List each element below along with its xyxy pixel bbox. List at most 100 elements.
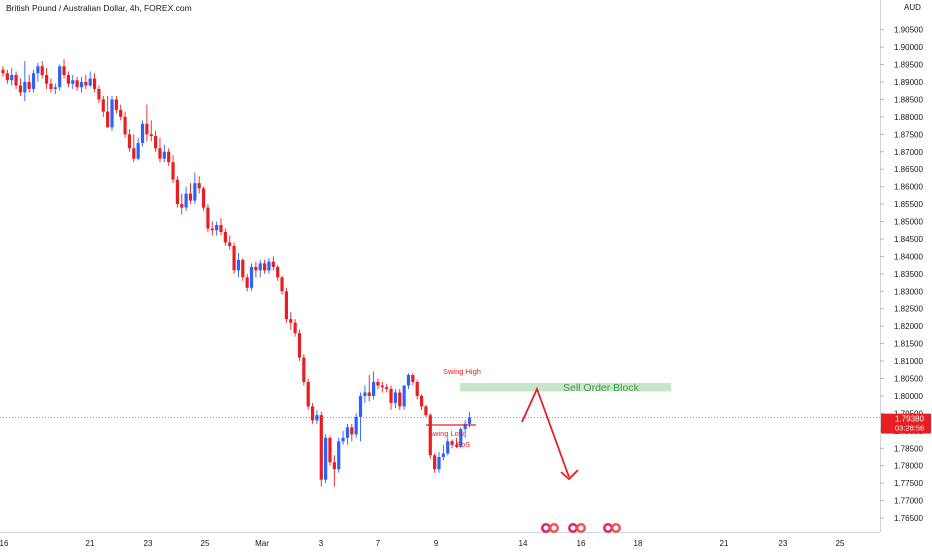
candle-down (289, 319, 293, 323)
candle-up (345, 427, 350, 438)
candle-up (337, 441, 341, 470)
flag-icon-inner (613, 525, 619, 531)
x-tick-label: 21 (720, 539, 729, 548)
y-tick-label: 1.84500 (894, 235, 923, 244)
candle-down (123, 116, 127, 135)
candle-down (127, 134, 132, 149)
candle-down (411, 375, 415, 382)
candle-down (5, 73, 9, 81)
candle-down (66, 75, 70, 84)
y-tick-label: 1.85000 (894, 218, 923, 227)
candle-down (332, 462, 336, 470)
candle-down (419, 395, 424, 407)
x-tick-label: 25 (836, 539, 845, 548)
candle-down (97, 88, 101, 100)
candle-up (36, 66, 40, 74)
candle-down (1, 69, 5, 74)
candle-up (236, 259, 241, 271)
x-tick-label: 23 (779, 539, 788, 548)
swing-low-label: Swing Low (428, 429, 465, 438)
candle-down (201, 188, 206, 208)
y-tick-label: 1.87000 (894, 148, 923, 157)
candle-down (263, 263, 267, 271)
flag-icon-inner (578, 525, 584, 531)
event-badge[interactable] (568, 523, 586, 533)
sell-order-block-label: Sell Order Block (563, 382, 640, 394)
time-axis[interactable]: 16 21 23 25 Mar 3 7 9 14 16 18 21 23 25 (0, 539, 845, 548)
flag-icon-inner (551, 525, 557, 531)
candle-up (258, 263, 262, 271)
price-badge-price: 1.79380 (895, 415, 924, 424)
flag-icon-inner (605, 525, 611, 531)
candle-down (119, 109, 123, 117)
candle-up (459, 429, 463, 447)
y-tick-label: 1.76500 (894, 514, 923, 523)
bos-label: BoS (456, 440, 470, 449)
candle-down (145, 123, 149, 135)
candle-down (228, 242, 232, 246)
candle-down (45, 75, 49, 84)
x-tick-label: 7 (376, 539, 381, 548)
candle-down (241, 259, 245, 278)
candle-down (171, 162, 175, 180)
candle-down (206, 207, 210, 229)
y-tick-label: 1.89000 (894, 78, 923, 87)
candle-down (223, 231, 227, 243)
candle-down (310, 406, 315, 421)
current-price-badge: 1.79380 03:28:56 (881, 413, 931, 434)
candle-down (167, 151, 171, 163)
candle-down (319, 415, 323, 480)
y-tick-label: 1.90500 (894, 26, 923, 35)
y-tick-label: 1.81500 (894, 340, 923, 349)
candle-up (53, 87, 57, 89)
y-tick-label: 1.78000 (894, 462, 923, 471)
candle-down (158, 148, 162, 159)
candle-down (276, 266, 280, 278)
event-badge[interactable] (603, 523, 621, 533)
candle-down (415, 381, 419, 396)
y-tick-label: 1.77000 (894, 497, 923, 506)
candle-up (315, 415, 319, 421)
candle-down (350, 427, 354, 435)
candle-up (79, 81, 84, 88)
candle-up (23, 81, 27, 93)
sell-order-block-zone[interactable] (460, 383, 671, 392)
price-axis[interactable]: 1.90500 1.90000 1.89500 1.89000 1.88500 1.880… (880, 26, 923, 523)
x-tick-label: Mar (255, 539, 269, 548)
y-tick-label: 1.82000 (894, 322, 923, 331)
y-tick-label: 1.85500 (894, 200, 923, 209)
candle-up (140, 123, 145, 144)
y-tick-label: 1.88000 (894, 113, 923, 122)
candle-up (184, 193, 188, 208)
candle-down (280, 277, 284, 292)
candle-down (75, 80, 79, 88)
candles-group (1, 59, 472, 487)
x-tick-label: 16 (577, 539, 586, 548)
candle-down (114, 99, 118, 110)
candle-down (92, 78, 97, 89)
candle-down (62, 66, 66, 76)
economic-events[interactable] (541, 523, 621, 533)
candle-down (219, 225, 223, 232)
candle-up (193, 183, 197, 201)
x-tick-label: 14 (519, 539, 528, 548)
event-badge[interactable] (541, 523, 559, 533)
y-tick-label: 1.82500 (894, 305, 923, 314)
candle-up (110, 99, 114, 128)
x-tick-label: 25 (201, 539, 210, 548)
y-tick-label: 1.80000 (894, 392, 923, 401)
y-tick-label: 1.84000 (894, 252, 923, 261)
candle-down (14, 75, 18, 86)
candle-down (245, 277, 249, 288)
candle-down (106, 111, 110, 128)
candle-down (454, 444, 459, 447)
y-tick-label: 1.83500 (894, 270, 923, 279)
projection-path (521, 386, 570, 478)
currency-label: AUD (904, 3, 921, 12)
candle-up (88, 78, 92, 86)
candle-up (267, 261, 271, 271)
candle-up (406, 375, 411, 386)
